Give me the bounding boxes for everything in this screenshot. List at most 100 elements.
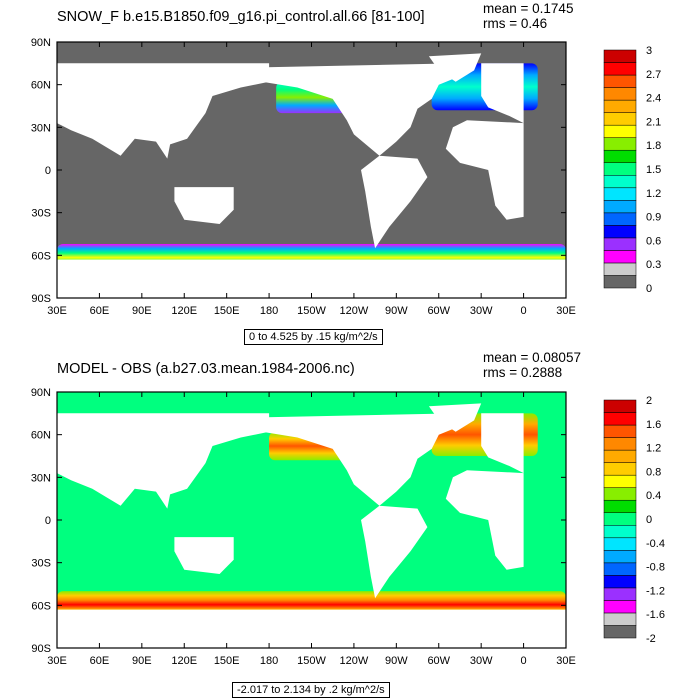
colorbar-cell (603, 474, 637, 488)
land-mass (445, 120, 524, 220)
lat-tick-label: 0 (45, 165, 51, 177)
lon-tick-label: 180 (260, 655, 278, 667)
colorbar-label: -0.8 (646, 562, 665, 574)
land-mass (361, 155, 428, 249)
colorbar-cell (603, 424, 637, 438)
lon-tick-label: 120E (171, 305, 197, 317)
lon-tick-label: 150W (297, 305, 326, 317)
colorbar-cell (603, 449, 637, 463)
colorbar-label: 0 (646, 283, 652, 295)
land-mass (57, 63, 270, 159)
colorbar-cell (603, 137, 637, 151)
lon-tick-label: 0 (521, 655, 527, 667)
lat-tick-label: 30S (31, 558, 51, 570)
colorbar-label: -1.6 (646, 609, 665, 621)
colorbar-cell (603, 537, 637, 551)
lat-tick-label: 60S (31, 250, 51, 262)
land-mass (174, 537, 234, 574)
colorbar-cell (603, 62, 637, 76)
chart-title: SNOW_F b.e15.B1850.f09_g16.pi_control.al… (57, 9, 425, 25)
land-mass (57, 413, 270, 509)
colorbar-label: 3 (646, 45, 652, 57)
colorbar-cell (603, 562, 637, 576)
colorbar-label: 0.4 (646, 490, 661, 502)
land-mass (428, 403, 482, 432)
map-layer (57, 42, 566, 298)
colorbar-cell (603, 525, 637, 539)
colorbar-cell (603, 612, 637, 626)
colorbar-cell (603, 275, 637, 289)
chart-title: MODEL - OBS (a.b27.03.mean.1984-2006.nc) (57, 361, 355, 377)
range-label: 0 to 4.525 by .15 kg/m^2/s (244, 329, 383, 345)
colorbar-cell (603, 250, 637, 264)
panel-model-obs: MODEL - OBS (a.b27.03.mean.1984-2006.nc)… (0, 350, 700, 700)
land-mass (481, 63, 524, 124)
colorbar-label: -2 (646, 633, 656, 645)
land-mass (247, 63, 467, 156)
lon-tick-label: 60E (90, 655, 110, 667)
mean-stat: mean = 0.1745 (483, 1, 574, 16)
colorbar-cell (603, 112, 637, 126)
colorbar-cell (603, 149, 637, 163)
colorbar-label: 2 (646, 395, 652, 407)
lat-tick-label: 90S (31, 293, 51, 305)
colorbar-cell (603, 487, 637, 501)
lon-tick-label: 90W (385, 305, 408, 317)
land-mass (361, 505, 428, 599)
lat-tick-label: 30S (31, 208, 51, 220)
colorbar-cell (603, 587, 637, 601)
lat-tick-label: 0 (45, 515, 51, 527)
lon-tick-label: 30W (470, 305, 493, 317)
colorbar-cell (603, 124, 637, 138)
land-mass (57, 609, 566, 648)
colorbar-cell (603, 200, 637, 214)
colorbar-label: 0.3 (646, 259, 661, 271)
lon-tick-label: 30E (47, 305, 67, 317)
land-mass (428, 53, 482, 82)
lat-tick-label: 90S (31, 643, 51, 655)
lat-tick-label: 60N (31, 430, 51, 442)
colorbar-label: 0.6 (646, 235, 661, 247)
range-label: -2.017 to 2.134 by .2 kg/m^2/s (232, 682, 390, 698)
colorbar-cell (603, 262, 637, 276)
colorbar-label: -0.4 (646, 538, 665, 550)
lon-tick-label: 120W (340, 305, 369, 317)
colorbar-cell (603, 550, 637, 564)
colorbar-cell (603, 625, 637, 639)
lon-tick-label: 90E (132, 655, 152, 667)
colorbar-cell (603, 412, 637, 426)
colorbar-cell (603, 237, 637, 251)
lon-tick-label: 150E (214, 655, 240, 667)
colorbar-label: 2.1 (646, 116, 661, 128)
rms-stat: rms = 0.46 (483, 16, 548, 31)
map-layer (57, 392, 566, 648)
rms-stat: rms = 0.2888 (483, 365, 563, 380)
colorbar-label: 1.8 (646, 140, 661, 152)
colorbar-label: 1.2 (646, 188, 661, 200)
lat-tick-label: 90N (31, 387, 51, 399)
lat-tick-label: 90N (31, 37, 51, 49)
lon-tick-label: 150W (297, 655, 326, 667)
land-mass (57, 259, 566, 298)
lon-tick-label: 60W (427, 655, 450, 667)
colorbar-label: 0.9 (646, 212, 661, 224)
colorbar-cell (603, 87, 637, 101)
colorbar-label: 2.4 (646, 93, 661, 105)
land-mass (247, 413, 467, 506)
lon-tick-label: 60W (427, 305, 450, 317)
colorbar-cell (603, 49, 637, 63)
lon-tick-label: 120E (171, 655, 197, 667)
land-mass (174, 187, 234, 224)
colorbar-label: 0.8 (646, 466, 661, 478)
lon-tick-label: 0 (521, 305, 527, 317)
colorbar-cell (603, 437, 637, 451)
land-mass (445, 470, 524, 570)
colorbar-cell (603, 399, 637, 413)
colorbar-cell (603, 74, 637, 88)
panel-snow-f: SNOW_F b.e15.B1850.f09_g16.pi_control.al… (31, 1, 661, 345)
colorbar-cell (603, 575, 637, 589)
lon-tick-label: 90W (385, 655, 408, 667)
lon-tick-label: 30E (47, 655, 67, 667)
